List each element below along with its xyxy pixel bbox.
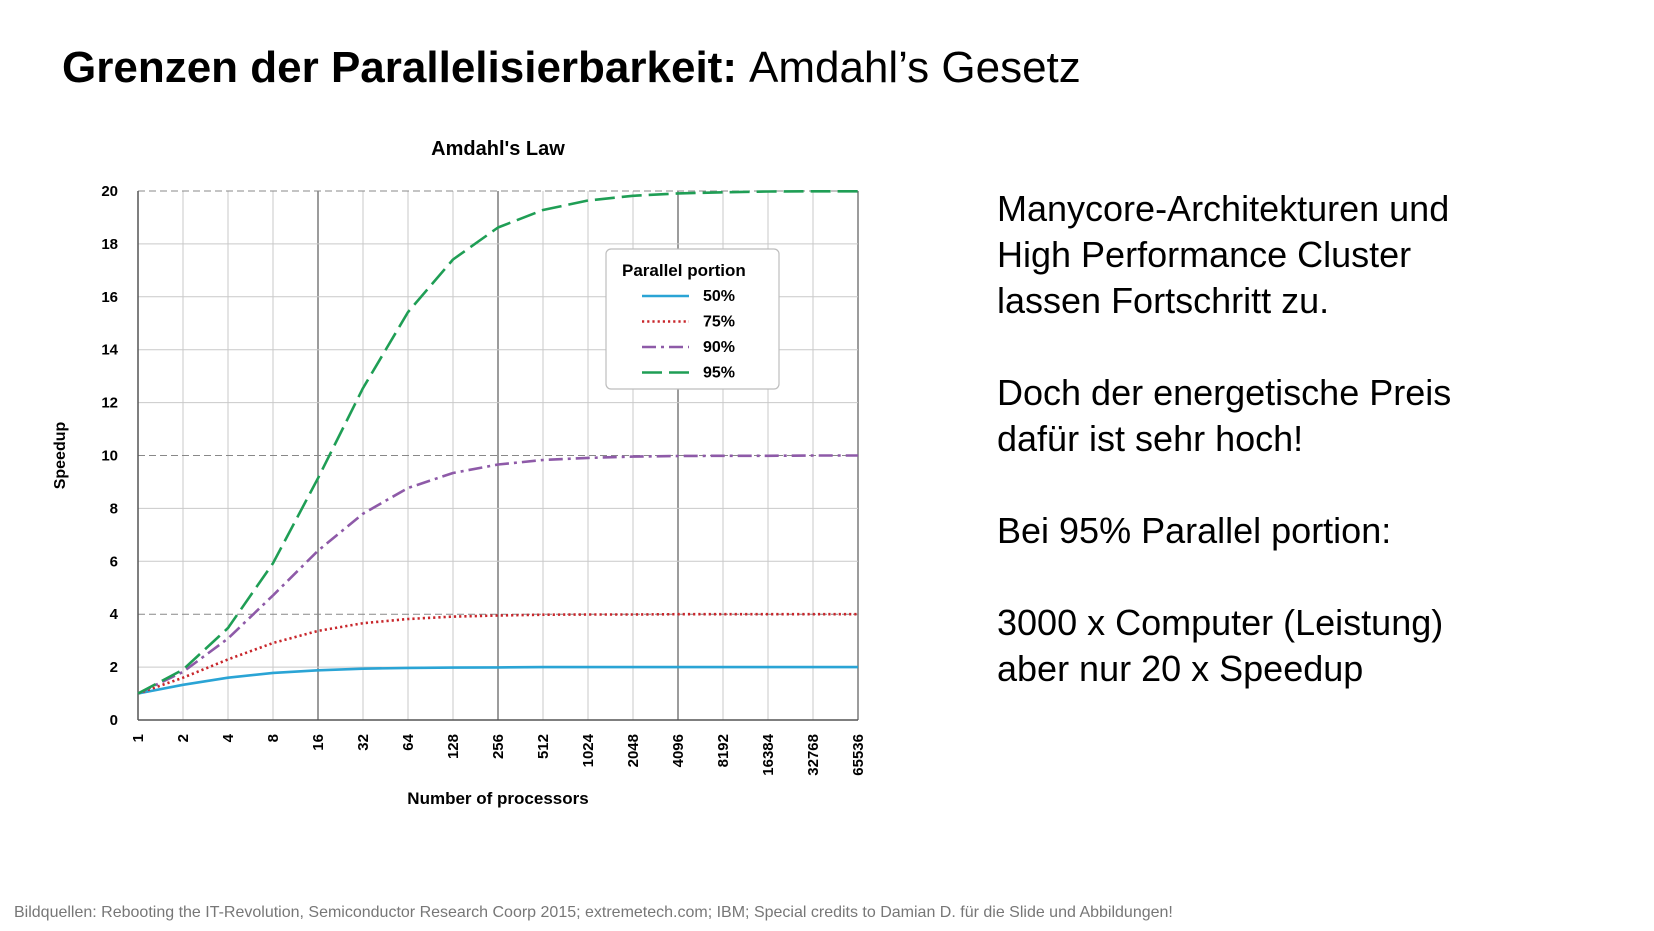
x-tick-label: 8: [265, 734, 282, 742]
x-tick-label: 65536: [850, 734, 867, 776]
y-tick-label: 6: [110, 553, 118, 570]
paragraph-manycore: Manycore-Architekturen und High Performa…: [997, 186, 1617, 324]
legend-entry: 95%: [703, 365, 735, 382]
x-tick-label: 4: [220, 733, 237, 742]
x-tick-label: 4096: [670, 734, 687, 767]
line: aber nur 20 x Speedup: [997, 648, 1364, 689]
paragraph-parallel-portion: Bei 95% Parallel portion:: [997, 508, 1617, 554]
legend-entry: 75%: [703, 314, 735, 331]
y-tick-label: 14: [101, 342, 118, 359]
line: dafür ist sehr hoch!: [997, 418, 1304, 459]
x-tick-label: 16: [310, 734, 327, 751]
line: 3000 x Computer (Leistung): [997, 602, 1444, 643]
side-text: Manycore-Architekturen und High Performa…: [997, 186, 1617, 692]
y-tick-label: 12: [101, 395, 118, 412]
x-axis-label: Number of processors: [407, 789, 588, 808]
x-tick-label: 16384: [760, 733, 777, 775]
x-tick-label: 32: [355, 734, 372, 751]
y-axis-label: Speedup: [52, 421, 69, 489]
x-tick-label: 32768: [805, 734, 822, 776]
paragraph-speedup: 3000 x Computer (Leistung) aber nur 20 x…: [997, 600, 1617, 692]
series-line-50pct: [137, 665, 858, 695]
x-tick-label: 512: [535, 734, 552, 759]
x-tick-label: 256: [490, 734, 507, 759]
x-tick-label: 2048: [625, 734, 642, 767]
x-tick-label: 2: [175, 734, 192, 742]
y-tick-label: 8: [110, 500, 118, 517]
slide-title: Grenzen der Parallelisierbarkeit: Amdahl’…: [62, 40, 1081, 96]
paragraph-energy: Doch der energetische Preis dafür ist se…: [997, 370, 1617, 462]
chart-title: Amdahl's Law: [431, 138, 565, 160]
line: Bei 95% Parallel portion:: [997, 510, 1392, 551]
line: High Performance Cluster: [997, 234, 1412, 275]
x-tick-label: 1024: [580, 733, 597, 767]
legend-box: [605, 248, 780, 390]
line: lassen Fortschritt zu.: [997, 280, 1330, 321]
legend-entry: 90%: [703, 339, 735, 356]
series-line-90pct: [137, 454, 858, 695]
y-tick-label: 10: [101, 448, 118, 465]
legend-title: Parallel portion: [622, 261, 746, 280]
line: Doch der energetische Preis: [997, 372, 1452, 413]
legend-entry: 50%: [703, 288, 735, 305]
y-tick-label: 4: [110, 606, 119, 623]
y-tick-label: 18: [101, 236, 118, 253]
x-tick-label: 1: [130, 734, 147, 742]
x-tick-label: 128: [445, 734, 462, 759]
image-credits: Bildquellen: Rebooting the IT-Revolution…: [14, 904, 1173, 921]
y-tick-label: 2: [110, 659, 118, 676]
y-tick-label: 20: [101, 183, 118, 200]
x-tick-label: 8192: [715, 734, 732, 767]
x-tick-label: 64: [400, 733, 417, 750]
y-tick-label: 16: [101, 289, 118, 306]
y-tick-label: 0: [110, 712, 118, 729]
series-line-95pct: [137, 189, 858, 695]
line: Manycore-Architekturen und: [997, 188, 1450, 229]
slide-title-light: Amdahl’s Gesetz: [748, 43, 1081, 92]
slide-title-bold: Grenzen der Parallelisierbarkeit:: [62, 43, 737, 92]
